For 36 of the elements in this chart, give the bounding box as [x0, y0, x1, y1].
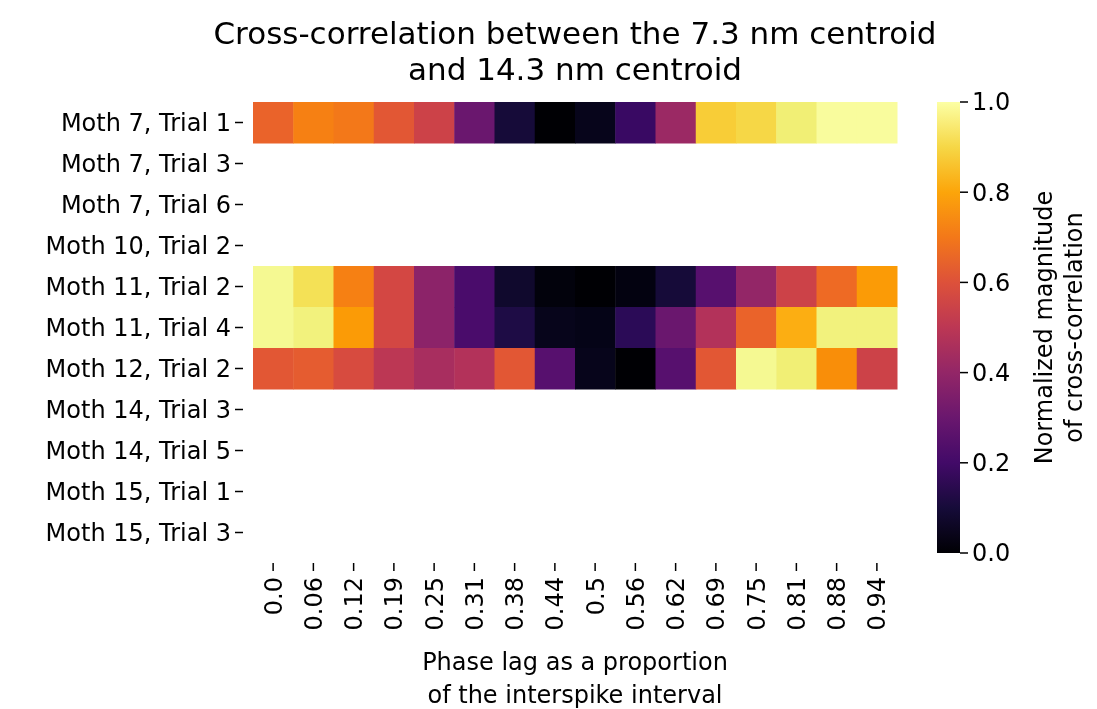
y-tick-label: Moth 11, Trial 2: [45, 272, 231, 301]
y-tick-label: Moth 7, Trial 3: [60, 149, 231, 178]
x-tick-label: 0.56: [621, 577, 650, 631]
color-bar-label: 0.4: [972, 359, 1011, 387]
y-tick-label: Moth 12, Trial 2: [45, 354, 231, 383]
x-tick-label: 0.38: [501, 577, 530, 631]
chart-title: Cross-correlation between the 7.3 nm centroid and 14.3 nm centroid: [213, 15, 937, 87]
x-axis-title: Phase lag as a proportion of the interspike interval: [422, 648, 728, 709]
x-tick-label: 0.44: [541, 577, 570, 631]
x-tick-label: 0.12: [340, 577, 369, 631]
x-tick-label: 0.25: [420, 577, 449, 631]
x-tick-label: 0.75: [742, 577, 771, 631]
color-bar-label: 0.8: [972, 178, 1011, 207]
y-tick-label: Moth 14, Trial 5: [45, 436, 231, 465]
x-tick-label: 0.19: [380, 577, 409, 631]
color-bar-label: 0.0: [972, 539, 1011, 568]
y-tick-label: Moth 10, Trial 2: [45, 231, 231, 260]
y-tick-label: Moth 11, Trial 4: [45, 313, 231, 342]
y-tick-label: Moth 15, Trial 1: [45, 477, 231, 506]
x-tick-label: 0.31: [460, 577, 489, 631]
x-tick-label: 0.0: [259, 577, 288, 616]
color-bar-label: 0.2: [972, 449, 1011, 478]
y-tick-label: Moth 7, Trial 1: [60, 108, 231, 137]
color-bar-label: 0.6: [972, 268, 1011, 297]
y-tick-label: Moth 15, Trial 3: [45, 518, 231, 547]
x-tick-label: 0.88: [823, 577, 852, 631]
x-tick-label: 0.5: [581, 577, 610, 616]
color-bar-title: Normalized magnitude of cross-correlation: [1030, 190, 1088, 465]
x-tick-label: 0.81: [782, 577, 811, 631]
x-tick-label: 0.06: [299, 577, 328, 631]
y-tick-label: Moth 7, Trial 6: [60, 190, 231, 219]
x-tick-label: 0.69: [702, 577, 731, 631]
color-bar-label: 1.0: [972, 88, 1011, 117]
y-tick-label: Moth 14, Trial 3: [45, 395, 231, 424]
x-tick-label: 0.94: [863, 577, 892, 631]
x-tick-label: 0.62: [662, 577, 691, 631]
